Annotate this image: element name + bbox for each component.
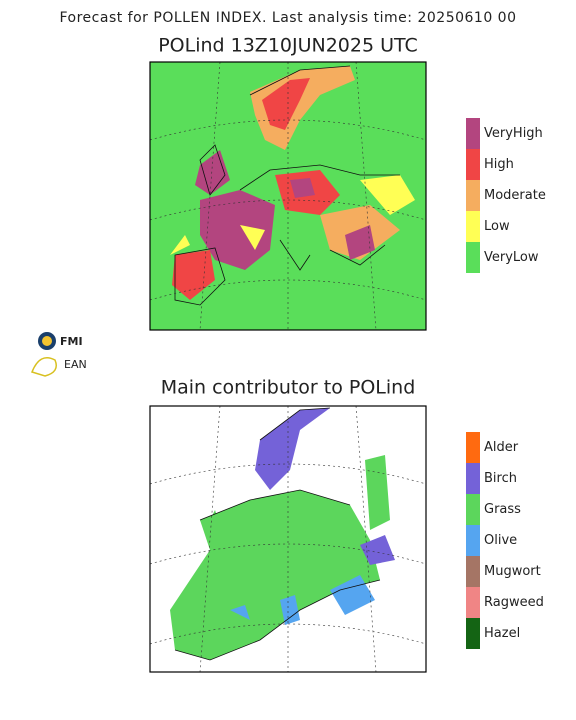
- region: [290, 178, 315, 198]
- map-title: POLind 13Z10JUN2025 UTC: [158, 35, 418, 57]
- legend-swatch: [466, 149, 480, 180]
- logo-text: FMI: [60, 335, 83, 348]
- contributor-map: [149, 405, 427, 673]
- legend-swatch: [466, 556, 480, 587]
- region: [255, 408, 330, 490]
- logos: FMI EAN: [31, 332, 87, 377]
- legend: Alder Birch Grass Olive Mugwort Ragweed Hazel: [466, 432, 544, 649]
- legend-label: Olive: [484, 533, 517, 548]
- legend-label: VeryHigh: [484, 126, 543, 141]
- legend-label: Mugwort: [484, 564, 541, 579]
- legend-label: Birch: [484, 471, 517, 486]
- legend-label: High: [484, 157, 514, 172]
- legend-label: Grass: [484, 502, 521, 517]
- ean-icon: [31, 357, 57, 377]
- legend-swatch: [466, 618, 480, 649]
- legend-swatch: [466, 211, 480, 242]
- legend-label: Moderate: [484, 188, 546, 203]
- region: [200, 190, 275, 270]
- legend-label: Ragweed: [484, 595, 544, 610]
- legend-swatch: [466, 525, 480, 556]
- logo-text: EAN: [64, 358, 87, 371]
- fmi-icon: [42, 336, 52, 346]
- legend: VeryHigh High Moderate Low VeryLow: [466, 118, 546, 273]
- legend-label: Low: [484, 219, 510, 234]
- legend-swatch: [466, 587, 480, 618]
- region: [262, 78, 310, 130]
- map-title: Main contributor to POLind: [161, 377, 416, 399]
- pollen-map: [149, 61, 427, 331]
- legend-swatch: [466, 180, 480, 211]
- region: [205, 455, 390, 555]
- region: [345, 225, 375, 260]
- coastline: [174, 407, 381, 661]
- map-frame: [149, 61, 427, 331]
- legend-swatch: [466, 242, 480, 273]
- legend-swatch: [466, 494, 480, 525]
- region: [360, 175, 415, 215]
- legend-label: VeryLow: [484, 250, 539, 265]
- header-title: Forecast for POLLEN INDEX. Last analysis…: [59, 10, 516, 26]
- region: [230, 575, 375, 625]
- legend-label: Alder: [484, 440, 519, 455]
- region: [250, 66, 355, 150]
- legend-swatch: [466, 432, 480, 463]
- region: [360, 535, 395, 565]
- region: [195, 150, 230, 195]
- legend-swatch: [466, 463, 480, 494]
- coastline: [174, 65, 400, 306]
- legend-swatch: [466, 118, 480, 149]
- map-frame: [149, 405, 427, 673]
- legend-label: Hazel: [484, 626, 520, 641]
